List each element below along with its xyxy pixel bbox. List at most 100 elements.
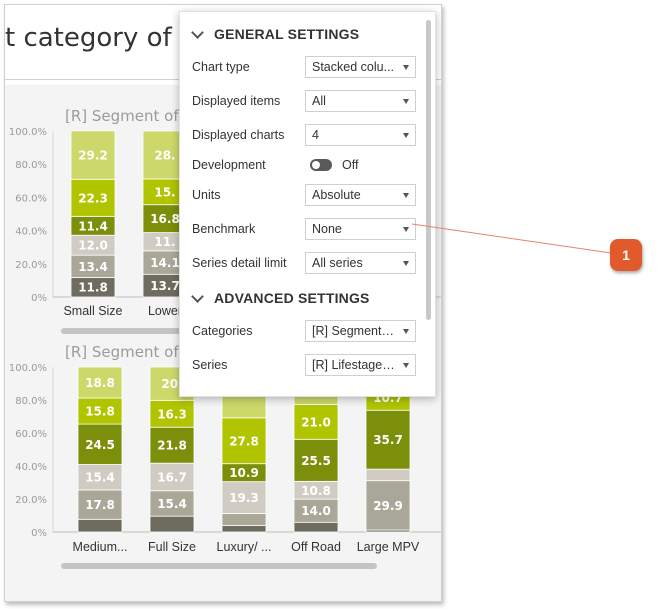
setting-benchmark: Benchmark None xyxy=(192,218,420,242)
caret-down-icon xyxy=(403,65,409,70)
y-tick-label: 60.0% xyxy=(15,193,47,204)
series-detail-limit-select[interactable]: All series xyxy=(305,252,416,274)
bar-segment xyxy=(365,480,411,531)
y-tick-label: 0% xyxy=(31,293,47,304)
bar-segment xyxy=(149,462,195,492)
setting-chart-type: Chart type Stacked colu... xyxy=(192,56,420,80)
toggle-state-text: Off xyxy=(342,158,359,172)
setting-label: Categories xyxy=(192,324,253,338)
chart-scrollbar xyxy=(61,328,191,334)
caret-down-icon xyxy=(403,261,409,266)
bar-segment xyxy=(293,438,339,482)
y-tick-label: 100.0% xyxy=(9,127,47,138)
y-tick-label: 60.0% xyxy=(15,429,47,440)
panel-scrollbar[interactable] xyxy=(426,20,431,320)
category-label: Luxury/ ... xyxy=(217,540,272,554)
y-tick-label: 100.0% xyxy=(9,363,47,374)
displayed-items-select[interactable]: All xyxy=(305,90,416,112)
data-label: 29.2 xyxy=(78,149,108,163)
data-label: 17.8 xyxy=(85,498,115,512)
category-label: Off Road xyxy=(291,540,341,554)
units-select[interactable]: Absolute xyxy=(305,184,416,206)
general-settings-header[interactable]: GENERAL SETTINGS xyxy=(191,22,360,46)
category-label: Medium... xyxy=(73,540,128,554)
displayed-charts-select[interactable]: 4 xyxy=(305,124,416,146)
bar-segment xyxy=(70,130,116,180)
setting-development: Development Off xyxy=(192,154,420,178)
y-tick-label: 40.0% xyxy=(15,462,47,473)
chart-type-select[interactable]: Stacked colu... xyxy=(305,56,416,78)
setting-label: Displayed items xyxy=(192,94,281,108)
data-label: 11.4 xyxy=(78,219,108,233)
data-label: 20. xyxy=(161,377,182,391)
y-tick-label: 20.0% xyxy=(15,260,47,271)
setting-label: Chart type xyxy=(192,60,250,74)
bar-segment xyxy=(77,366,123,399)
data-label: 18.8 xyxy=(85,376,115,390)
benchmark-select[interactable]: None xyxy=(305,218,416,240)
chart-title: [R] Segment of xyxy=(65,343,179,361)
settings-panel: GENERAL SETTINGS Chart type Stacked colu… xyxy=(179,11,436,397)
setting-label: Benchmark xyxy=(192,222,256,236)
caret-down-icon xyxy=(403,363,409,368)
setting-label: Units xyxy=(192,188,221,202)
data-label: 16.3 xyxy=(157,407,187,421)
data-label: 29.9 xyxy=(373,499,403,513)
data-label: 11.8 xyxy=(78,281,108,295)
category-label: Small Size xyxy=(63,304,122,318)
data-label: 13.4 xyxy=(78,260,108,274)
toggle-knob xyxy=(312,161,320,169)
categories-select[interactable]: [R] Segment ... xyxy=(305,320,416,342)
data-label: 21.0 xyxy=(301,415,331,429)
caret-down-icon xyxy=(403,329,409,334)
bar-segment xyxy=(77,489,123,520)
data-label: 15.8 xyxy=(85,405,115,419)
series-select[interactable]: [R] Lifestage ... xyxy=(305,354,416,376)
development-toggle[interactable] xyxy=(310,159,332,171)
bar-segment xyxy=(149,490,195,517)
bar-segment xyxy=(293,404,339,440)
bar-segment xyxy=(149,399,195,428)
bar-segment xyxy=(77,423,123,465)
data-label: 21.8 xyxy=(157,439,187,453)
chart-title: [R] Segment of xyxy=(65,107,179,125)
setting-label: Development xyxy=(192,158,266,172)
y-tick-label: 80.0% xyxy=(15,160,47,171)
data-label: 19.3 xyxy=(229,491,259,505)
data-label: 15.4 xyxy=(157,497,187,511)
setting-units: Units Absolute xyxy=(192,184,420,208)
data-label: 16.7 xyxy=(157,470,187,484)
report-window: t category of m [R] Segment of 0% 20.0% 40.… xyxy=(4,4,442,602)
y-tick-label: 40.0% xyxy=(15,227,47,238)
caret-down-icon xyxy=(403,99,409,104)
category-label: Large MPV xyxy=(357,540,420,554)
setting-label: Displayed charts xyxy=(192,128,285,142)
caret-down-icon xyxy=(403,227,409,232)
charts-canvas: [R] Segment of0%20.0%40.0%60.0%80.0%100.… xyxy=(9,107,441,569)
callout-badge: 1 xyxy=(610,239,642,271)
category-label: Lower xyxy=(148,304,182,318)
data-label: 16.8 xyxy=(150,212,180,226)
bar-segment xyxy=(221,481,267,514)
y-tick-label: 0% xyxy=(31,528,47,539)
setting-categories: Categories [R] Segment ... xyxy=(192,320,420,344)
setting-series-detail-limit: Series detail limit All series xyxy=(192,252,420,276)
chart-scrollbar xyxy=(61,563,377,569)
category-label: Full Size xyxy=(148,540,196,554)
setting-displayed-charts: Displayed charts 4 xyxy=(192,124,420,148)
setting-series: Series [R] Lifestage ... xyxy=(192,354,420,378)
data-label: 15. xyxy=(154,185,175,199)
advanced-settings-header[interactable]: ADVANCED SETTINGS xyxy=(191,286,370,310)
data-label: 13.7 xyxy=(150,279,180,293)
setting-label: Series detail limit xyxy=(192,256,287,270)
caret-down-icon xyxy=(403,133,409,138)
data-label: 24.5 xyxy=(85,438,115,452)
data-label: 15.4 xyxy=(85,471,115,485)
y-tick-label: 20.0% xyxy=(15,495,47,506)
general-settings-title: GENERAL SETTINGS xyxy=(214,26,360,42)
page-title: t category of m xyxy=(5,23,206,53)
bar-segment xyxy=(221,417,267,465)
bar-segment xyxy=(149,426,195,464)
data-label: 25.5 xyxy=(301,454,331,468)
